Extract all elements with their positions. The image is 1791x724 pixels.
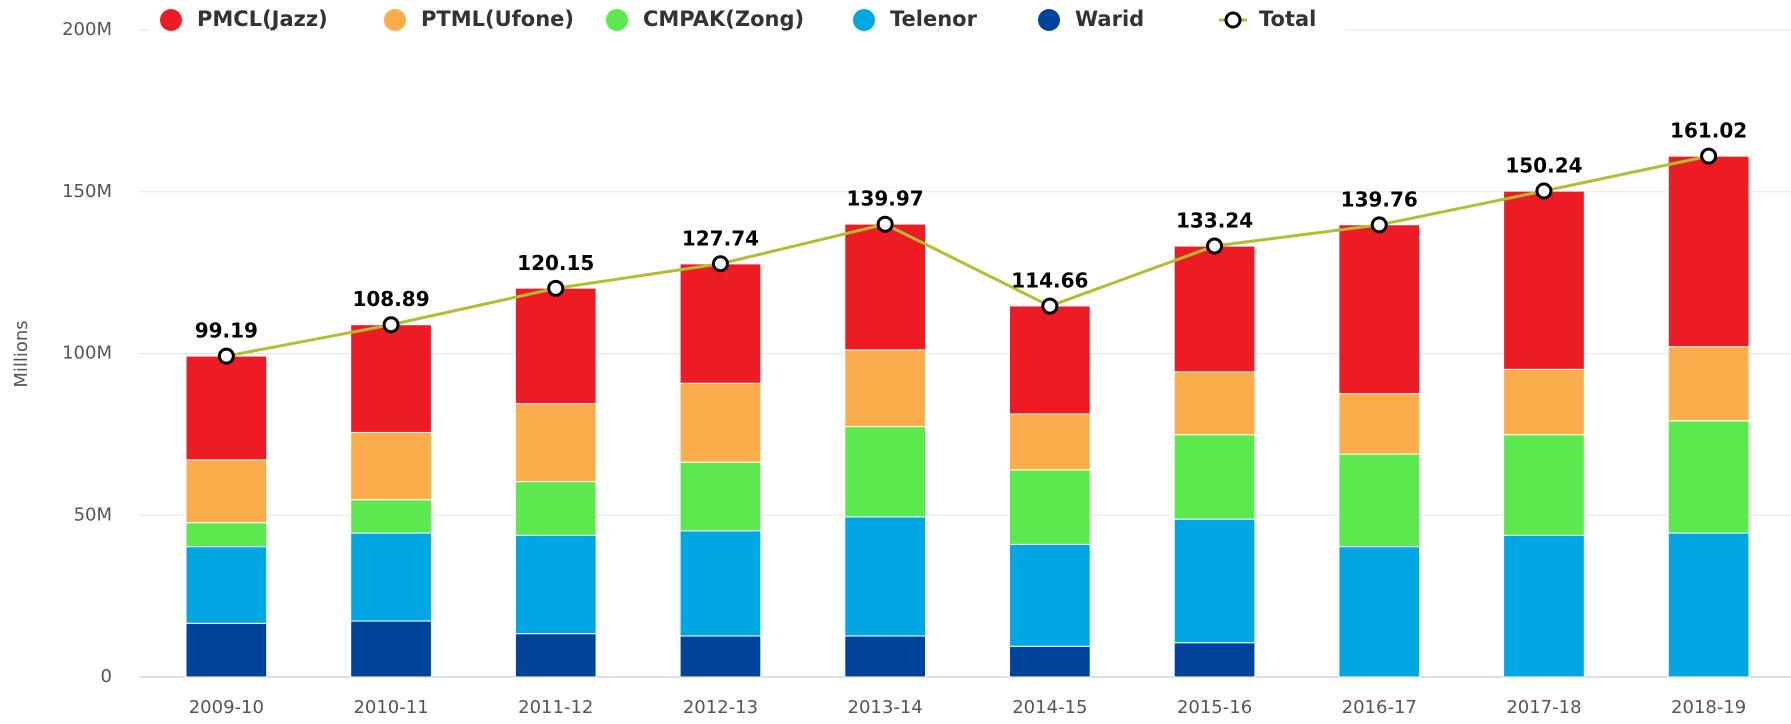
bar-segment (514, 403, 597, 483)
total-marker (547, 279, 565, 297)
bar-segment (1338, 224, 1421, 395)
x-tick-label: 2011-12 (518, 697, 593, 718)
bar-segment (1008, 543, 1091, 647)
data-label: 150.24 (1505, 153, 1582, 177)
bar-segment (1173, 642, 1256, 678)
data-label: 108.89 (352, 287, 429, 311)
bar-segment (1667, 346, 1750, 422)
x-tick-label: 2010-11 (353, 697, 428, 718)
total-marker (1041, 297, 1059, 315)
x-tick-label: 2017-18 (1506, 697, 1581, 718)
bar-segment (1173, 434, 1256, 520)
data-label: 139.76 (1341, 187, 1418, 211)
x-tick-label: 2015-16 (1177, 697, 1252, 718)
legend-symbol (606, 9, 628, 31)
bar-segment (1503, 368, 1585, 436)
legend-label: Telenor (890, 7, 978, 31)
y-tick-label: 50M (74, 504, 112, 525)
total-marker (1700, 147, 1718, 165)
bar-segment (185, 355, 268, 461)
bar-segment (844, 516, 927, 637)
total-line (226, 154, 1709, 358)
total-marker (711, 255, 729, 273)
y-tick-label: 0 (101, 666, 112, 687)
total-marker (217, 347, 235, 365)
bar-segment (350, 620, 432, 678)
x-tick-label: 2014-15 (1012, 697, 1087, 718)
legend-label: PMCL(Jazz) (197, 7, 328, 31)
total-marker (1535, 182, 1553, 200)
y-tick-label: 100M (62, 343, 112, 364)
legend-symbol (384, 9, 406, 31)
bar-segment (1503, 434, 1585, 536)
bar-segment (185, 622, 268, 678)
legend-background (150, 0, 1345, 42)
data-label: 139.97 (847, 187, 924, 211)
bar-segment (514, 534, 597, 635)
data-label: 114.66 (1011, 269, 1088, 293)
bar-segment (679, 382, 762, 463)
bar-segment (679, 263, 762, 384)
total-marker (1370, 216, 1388, 234)
bar-segment (1338, 546, 1421, 678)
x-tick-label: 2009-10 (189, 697, 264, 718)
x-tick-label: 2016-17 (1342, 697, 1417, 718)
y-tick-label: 150M (62, 181, 112, 202)
bar-segment (1667, 420, 1750, 534)
bar-segment (350, 532, 432, 622)
bar-segment (1008, 413, 1091, 471)
bar-segment (350, 499, 432, 534)
bar-segment (1667, 532, 1750, 678)
bar-segment (514, 287, 597, 405)
bar-segment (350, 324, 432, 433)
bar-segment (185, 522, 268, 548)
legend-symbol (853, 9, 875, 31)
data-label: 120.15 (517, 251, 594, 275)
bar-segment (1667, 155, 1750, 348)
legend-label: Total (1259, 7, 1316, 31)
y-axis-label: Millions (11, 320, 32, 387)
x-tick-label: 2012-13 (683, 697, 758, 718)
bar-segment (1503, 534, 1585, 678)
bar-segment (1008, 645, 1091, 678)
legend-label: PTML(Ufone) (421, 7, 574, 31)
bar-segment (185, 546, 268, 624)
bar-segment (1338, 393, 1421, 455)
data-label: 133.24 (1176, 208, 1253, 232)
bar-segment (1008, 305, 1091, 415)
data-label: 161.02 (1670, 119, 1747, 143)
bar-segment (679, 635, 762, 678)
legend-label: Warid (1075, 7, 1144, 31)
legend-symbol (160, 9, 182, 31)
bar-segment (350, 431, 432, 501)
bar-segment (1173, 245, 1256, 373)
total-marker (382, 316, 400, 334)
bar-segment (1173, 371, 1256, 436)
bar-segment (844, 635, 927, 678)
bar-segment (1503, 190, 1585, 370)
legend-label: CMPAK(Zong) (643, 7, 804, 31)
bar-segment (1338, 453, 1421, 548)
total-marker (1206, 237, 1224, 255)
x-tick-label: 2013-14 (848, 697, 923, 718)
bar-segment (1008, 469, 1091, 545)
bar-segment (844, 426, 927, 518)
data-label: 127.74 (682, 226, 759, 250)
bar-segment (679, 530, 762, 637)
bar-segment (514, 633, 597, 678)
legend-symbol (1224, 11, 1242, 29)
data-label: 99.19 (195, 319, 258, 343)
bar-segment (844, 223, 927, 351)
bar-segment (679, 461, 762, 532)
total-marker (876, 215, 894, 233)
bar-segment (185, 459, 268, 524)
y-tick-label: 200M (62, 19, 112, 40)
bar-segment (1173, 518, 1256, 644)
legend-symbol (1038, 9, 1060, 31)
bar-segment (514, 481, 597, 536)
x-tick-label: 2018-19 (1671, 697, 1746, 718)
bar-segment (844, 349, 927, 428)
